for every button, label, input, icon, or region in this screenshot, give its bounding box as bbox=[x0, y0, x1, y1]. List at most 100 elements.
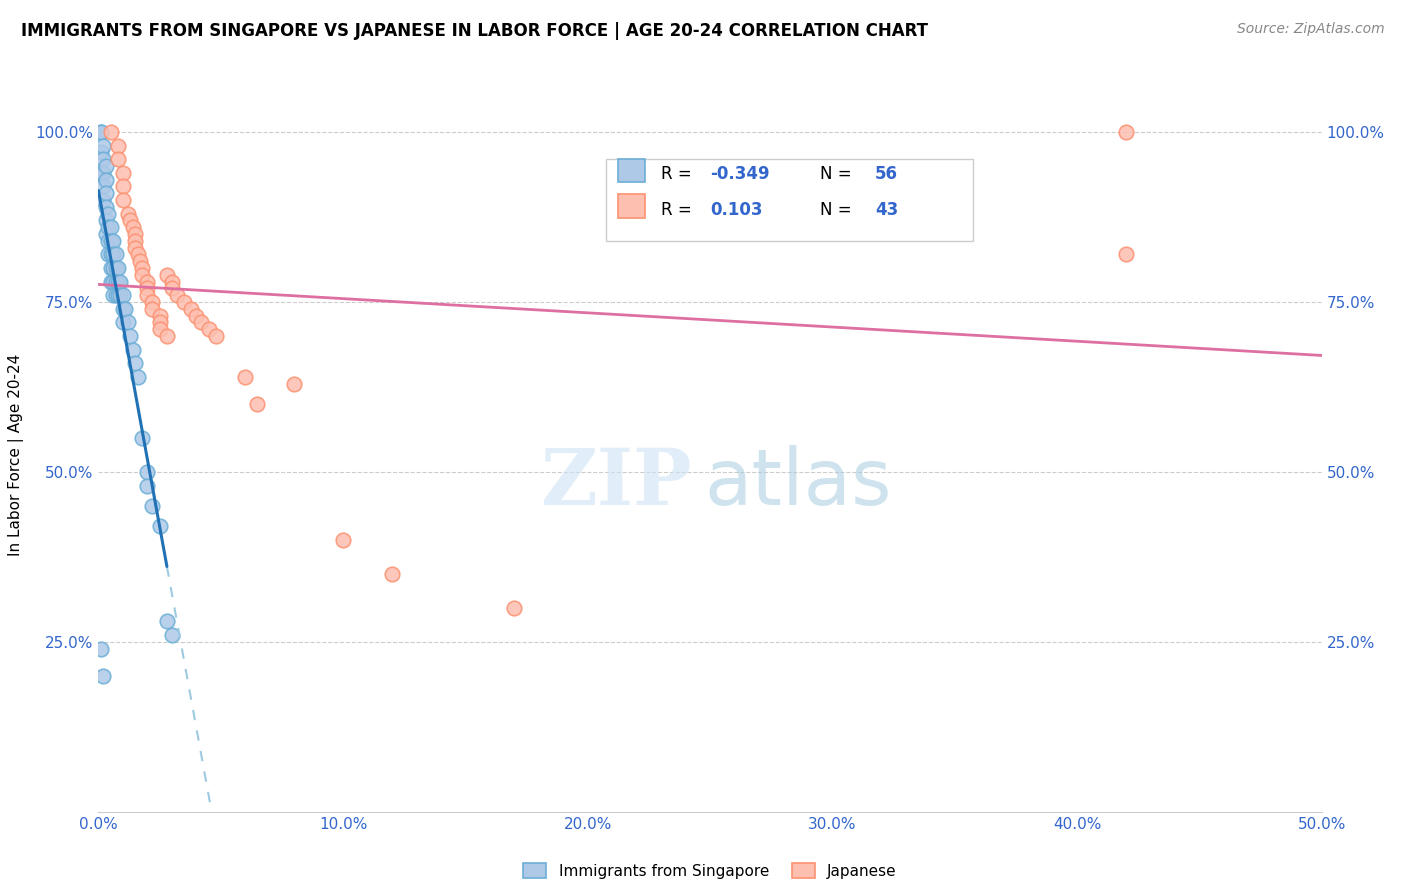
Point bbox=[90, 166, 112, 180]
Text: N =: N = bbox=[820, 166, 858, 184]
Text: 43: 43 bbox=[875, 202, 898, 219]
Point bbox=[381, 566, 404, 581]
Point bbox=[101, 234, 124, 248]
Point bbox=[90, 145, 112, 160]
Text: IMMIGRANTS FROM SINGAPORE VS JAPANESE IN LABOR FORCE | AGE 20-24 CORRELATION CHA: IMMIGRANTS FROM SINGAPORE VS JAPANESE IN… bbox=[21, 22, 928, 40]
Point bbox=[100, 234, 122, 248]
Point bbox=[205, 329, 228, 343]
Point bbox=[97, 247, 120, 261]
Point bbox=[94, 186, 117, 201]
Point bbox=[136, 275, 159, 289]
Point bbox=[107, 275, 129, 289]
Point bbox=[110, 275, 132, 289]
Point bbox=[160, 275, 183, 289]
Point bbox=[101, 260, 124, 275]
Point bbox=[156, 615, 179, 629]
Text: N =: N = bbox=[820, 202, 858, 219]
Point bbox=[149, 315, 172, 329]
Text: R =: R = bbox=[661, 166, 697, 184]
Point bbox=[100, 260, 122, 275]
Point bbox=[91, 193, 114, 207]
Text: Source: ZipAtlas.com: Source: ZipAtlas.com bbox=[1237, 22, 1385, 37]
Point bbox=[104, 260, 127, 275]
Point bbox=[91, 138, 114, 153]
Point bbox=[111, 179, 134, 194]
Point bbox=[90, 125, 112, 139]
Point bbox=[283, 376, 305, 391]
Legend: Immigrants from Singapore, Japanese: Immigrants from Singapore, Japanese bbox=[516, 855, 904, 886]
Point bbox=[104, 275, 127, 289]
Point bbox=[124, 234, 146, 248]
Point bbox=[160, 281, 183, 295]
Point bbox=[90, 125, 112, 139]
Point bbox=[100, 125, 122, 139]
Point bbox=[141, 499, 163, 513]
Point bbox=[131, 268, 153, 282]
Point bbox=[104, 288, 127, 302]
Point bbox=[1115, 125, 1137, 139]
Point bbox=[107, 260, 129, 275]
Point bbox=[107, 288, 129, 302]
Point bbox=[246, 397, 269, 411]
Point bbox=[97, 207, 120, 221]
Point bbox=[124, 227, 146, 241]
Point bbox=[121, 343, 143, 357]
Point bbox=[141, 295, 163, 310]
Point bbox=[173, 295, 195, 310]
Point bbox=[149, 519, 172, 533]
Point bbox=[91, 166, 114, 180]
Point bbox=[131, 260, 153, 275]
Point bbox=[111, 166, 134, 180]
Point bbox=[97, 234, 120, 248]
Point bbox=[121, 220, 143, 235]
Point bbox=[136, 281, 159, 295]
Point bbox=[136, 478, 159, 492]
Point bbox=[131, 431, 153, 445]
Point bbox=[90, 641, 112, 656]
Point bbox=[111, 193, 134, 207]
Point bbox=[114, 301, 136, 316]
Point bbox=[97, 220, 120, 235]
Point bbox=[160, 628, 183, 642]
Point bbox=[186, 309, 208, 323]
Point bbox=[149, 309, 172, 323]
Point bbox=[100, 275, 122, 289]
Point bbox=[136, 288, 159, 302]
Point bbox=[94, 172, 117, 186]
Text: ZIP: ZIP bbox=[540, 445, 692, 522]
Point bbox=[94, 200, 117, 214]
Point bbox=[149, 322, 172, 336]
Point bbox=[127, 369, 149, 384]
Point bbox=[91, 669, 114, 683]
Point bbox=[136, 465, 159, 479]
Point bbox=[117, 207, 139, 221]
Point bbox=[129, 254, 152, 268]
Point bbox=[91, 179, 114, 194]
Point bbox=[124, 241, 146, 255]
Point bbox=[104, 247, 127, 261]
Point bbox=[94, 213, 117, 227]
Point bbox=[233, 369, 256, 384]
Point bbox=[117, 315, 139, 329]
FancyBboxPatch shape bbox=[619, 159, 645, 182]
Point bbox=[124, 356, 146, 370]
Point bbox=[107, 153, 129, 167]
Text: R =: R = bbox=[661, 202, 703, 219]
Point bbox=[156, 329, 179, 343]
Point bbox=[332, 533, 354, 547]
Point bbox=[101, 288, 124, 302]
Point bbox=[120, 213, 142, 227]
Point bbox=[1115, 247, 1137, 261]
Point bbox=[141, 301, 163, 316]
Text: 56: 56 bbox=[875, 166, 898, 184]
Point bbox=[120, 329, 142, 343]
Point bbox=[107, 138, 129, 153]
Text: -0.349: -0.349 bbox=[710, 166, 769, 184]
Text: atlas: atlas bbox=[704, 445, 891, 522]
Point bbox=[94, 227, 117, 241]
FancyBboxPatch shape bbox=[619, 194, 645, 218]
Point bbox=[111, 315, 134, 329]
Point bbox=[110, 288, 132, 302]
FancyBboxPatch shape bbox=[606, 159, 973, 241]
Point bbox=[156, 268, 179, 282]
